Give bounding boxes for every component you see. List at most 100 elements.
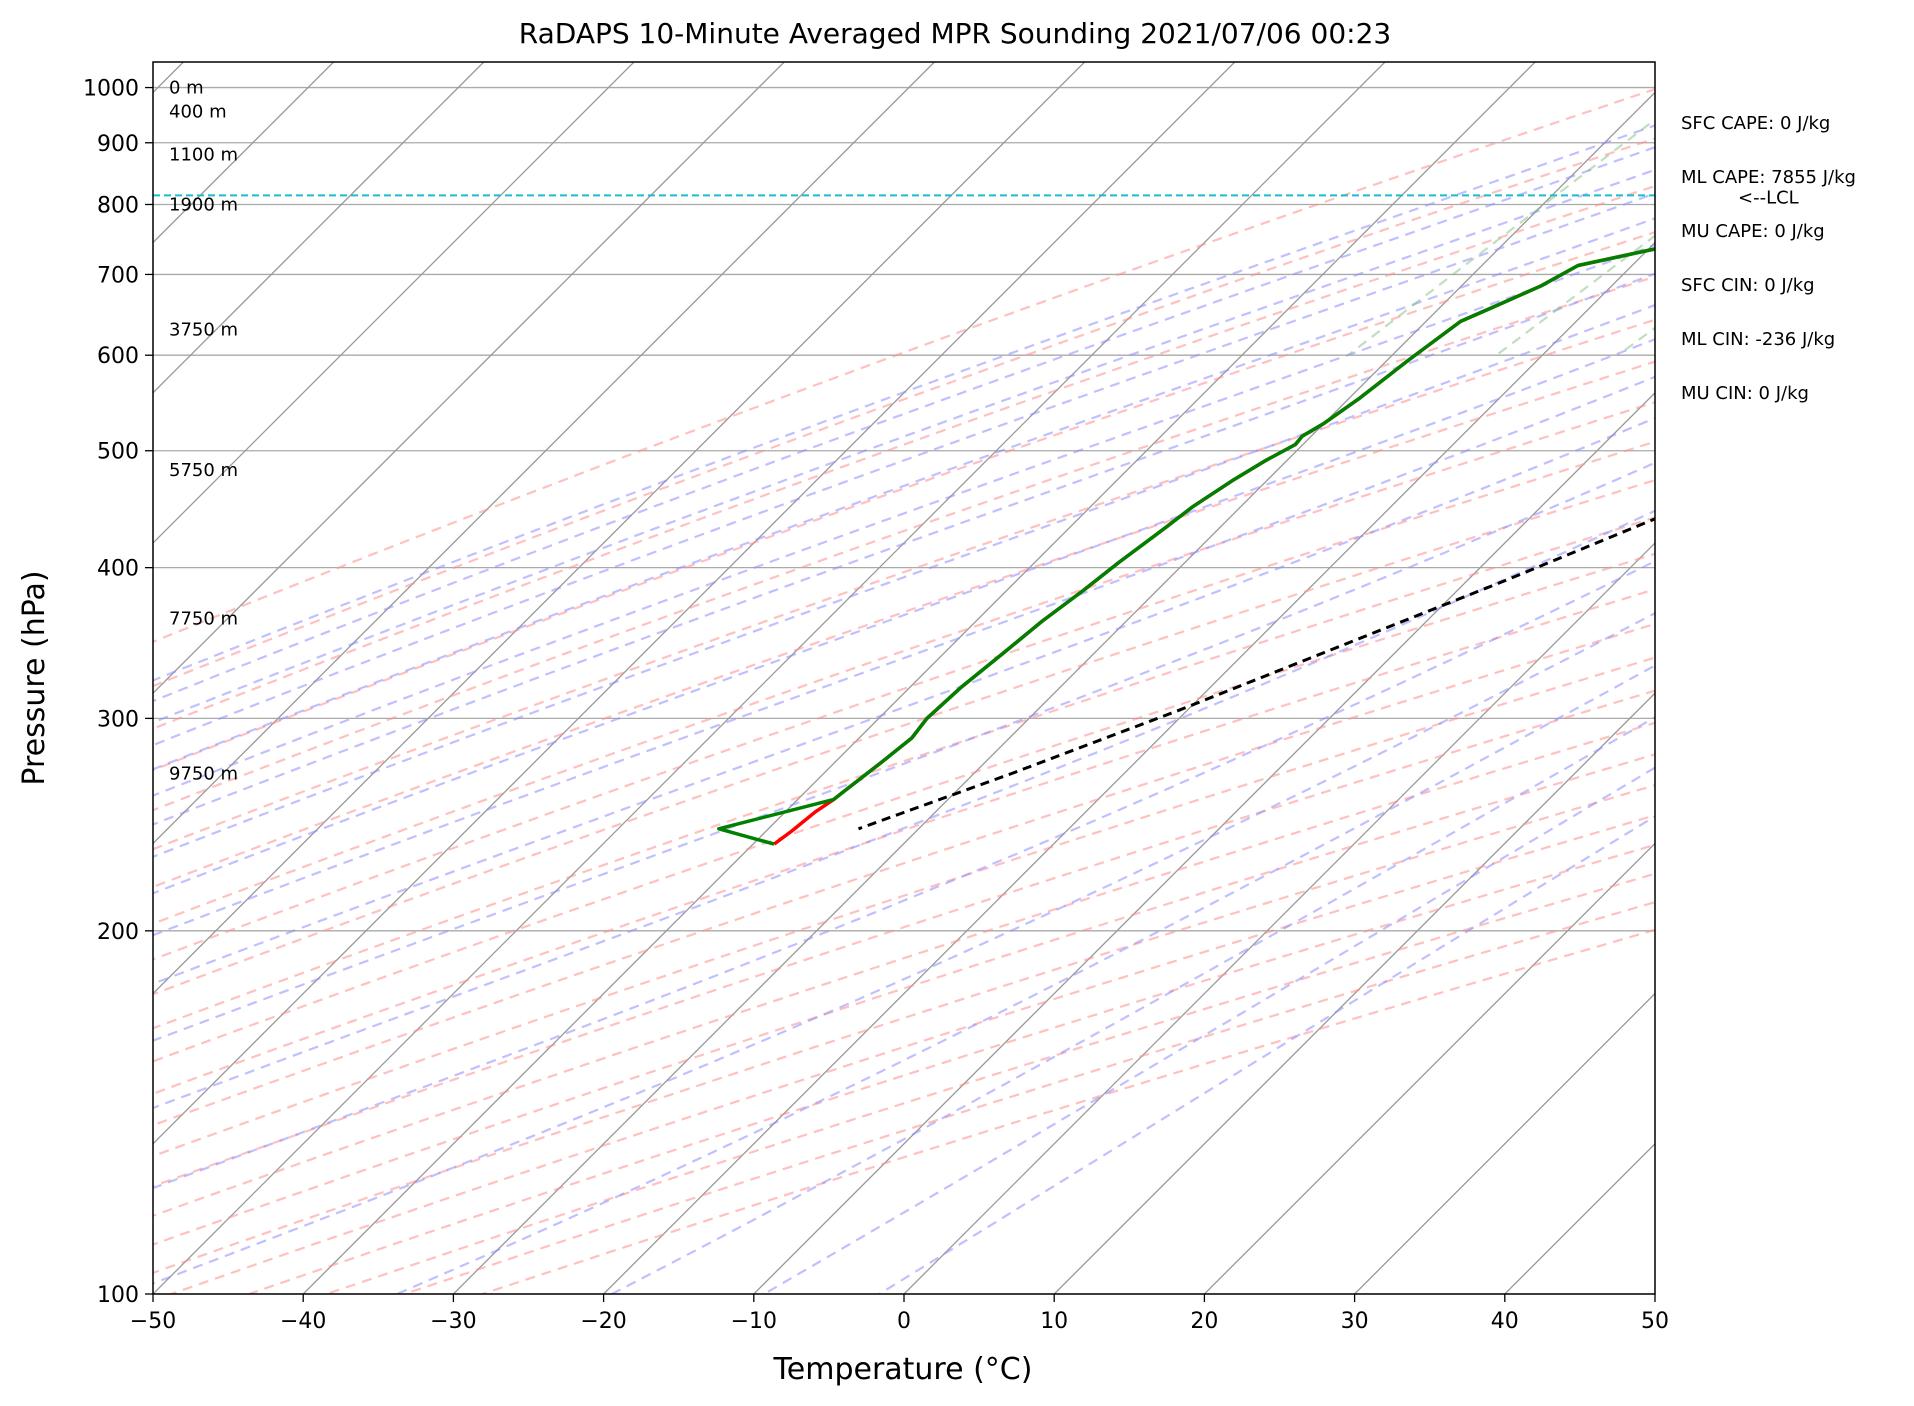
mixing-ratio-line <box>1889 62 1914 355</box>
height-label: 9750 m <box>169 764 238 785</box>
stat-annotation: ML CIN: -236 J/kg <box>1681 329 1835 350</box>
dry-adiabat-line <box>153 689 1655 1188</box>
moist-adiabat-line <box>153 338 1655 895</box>
dry-adiabat-line <box>153 360 1655 889</box>
x-tick-label: −30 <box>430 1309 476 1334</box>
y-tick-label: 600 <box>97 344 139 369</box>
isotherm-line <box>153 62 485 394</box>
moist-adiabat-line <box>153 146 1655 703</box>
y-tick-label: 900 <box>97 132 139 157</box>
series-layer <box>717 247 1655 846</box>
mixing-ratio-line <box>1617 326 1655 357</box>
moist-adiabat-line <box>878 814 1655 1294</box>
isotherm-line <box>153 62 1236 1145</box>
moist-adiabat-line <box>153 416 1655 985</box>
moist-adiabat-line <box>763 766 1655 1294</box>
y-tick-label: 200 <box>97 920 139 945</box>
isotherm-line <box>153 62 635 544</box>
x-tick-label: 10 <box>1040 1309 1068 1334</box>
height-label: 1100 m <box>169 145 238 166</box>
x-tick-label: 50 <box>1641 1309 1669 1334</box>
dry-adiabat-line <box>153 440 1655 961</box>
isotherm-line <box>153 62 935 845</box>
height-label: 1900 m <box>169 194 238 215</box>
isotherm-line <box>1354 992 1655 1294</box>
moist-adiabat-line <box>153 611 1655 1285</box>
dry-adiabat-line <box>153 478 1655 996</box>
dry-adiabat-line <box>153 88 1655 644</box>
parcel-line <box>857 517 1655 831</box>
x-tick-label: 30 <box>1341 1309 1369 1334</box>
moist-adiabat-line <box>153 217 1655 771</box>
dry-adiabat-line <box>326 872 1655 1294</box>
dry-adiabat-line <box>153 656 1655 1158</box>
moist-adiabat-line <box>153 272 1655 826</box>
dry-adiabat-line <box>153 753 1655 1246</box>
y-tick-label: 300 <box>97 707 139 732</box>
stat-annotation: SFC CAPE: 0 J/kg <box>1681 113 1830 134</box>
stat-annotation: ML CAPE: 7855 J/kg <box>1681 167 1856 188</box>
dry-adiabat-line <box>153 230 1655 772</box>
isotherm-line <box>1654 1293 1655 1294</box>
mixing-ratio-line <box>1347 118 1655 357</box>
x-tick-label: 40 <box>1491 1309 1519 1334</box>
dry-adiabat-line <box>153 401 1655 925</box>
isotherm-line <box>153 62 1086 995</box>
x-tick-label: 0 <box>897 1309 911 1334</box>
y-tick-label: 700 <box>97 263 139 288</box>
dry-adiabat-line <box>404 900 1655 1294</box>
moist-adiabat-line <box>153 375 1655 937</box>
height-label: 7750 m <box>169 609 238 630</box>
isotherm-line <box>1053 692 1655 1294</box>
height-labels: 0 m 400 m 1100 m 1900 m 3750 m 5750 m 7750 m 97… <box>169 78 238 785</box>
moist-adiabat-line <box>153 509 1655 1110</box>
plot-frame <box>152 61 1656 1295</box>
moist-adiabat-line <box>153 243 1655 797</box>
y-tick-label: 100 <box>97 1283 139 1308</box>
moist-adiabat-line <box>153 461 1655 1042</box>
moist-adiabat-line <box>153 124 1655 682</box>
moist-adiabat-line <box>153 168 1655 724</box>
height-label: 5750 m <box>169 460 238 481</box>
dry-adiabat-line <box>153 516 1655 1030</box>
stat-annotation: MU CIN: 0 J/kg <box>1681 383 1809 404</box>
isotherm-line <box>1504 1142 1655 1294</box>
chart-title: RaDAPS 10-Minute Averaged MPR Sounding 2… <box>519 17 1391 50</box>
height-label: 0 m <box>169 78 204 99</box>
moist-adiabat-line <box>153 192 1655 747</box>
isotherm-line <box>302 62 1536 1294</box>
moist-adiabat-line <box>153 559 1655 1190</box>
dewpoint-line <box>717 247 1655 846</box>
x-axis-label: Temperature (°C) <box>773 1352 1033 1387</box>
y-tick-label: 1000 <box>83 77 139 102</box>
x-tick-label: 20 <box>1190 1309 1218 1334</box>
annotations: SFC CAPE: 0 J/kg ML CAPE: 7855 J/kg MU CAP… <box>1681 113 1856 404</box>
isotherm-line <box>153 62 785 695</box>
x-tick-label: −50 <box>130 1309 176 1334</box>
x-tick-label: −10 <box>731 1309 777 1334</box>
isotherm-line <box>1203 842 1655 1294</box>
height-label: 400 m <box>169 102 227 123</box>
stat-annotation: SFC CIN: 0 J/kg <box>1681 275 1815 296</box>
mixing-ratio-line <box>1793 62 1914 355</box>
y-tick-label: 800 <box>97 193 139 218</box>
stat-annotation: MU CAPE: 0 J/kg <box>1681 221 1825 242</box>
moist-adiabat-line <box>153 303 1655 858</box>
x-tick-label: −20 <box>580 1309 626 1334</box>
lcl-label: <--LCL <box>1738 187 1799 208</box>
y-tick-label: 400 <box>97 557 139 582</box>
mixing-ratio-line <box>1693 62 1914 355</box>
dry-adiabat-line <box>153 137 1655 688</box>
isotherm-line <box>153 62 1386 1294</box>
mixing-ratio-line <box>1495 234 1655 357</box>
y-axis-label: Pressure (hPa) <box>17 570 52 785</box>
grid-layer <box>153 62 1914 1294</box>
dry-adiabat-line <box>153 275 1655 812</box>
height-label: 3750 m <box>169 320 238 341</box>
tick-layer: −50 −40 −30 −20 −10 0 10 20 30 40 50 100 200 300 400 50… <box>83 77 1669 1334</box>
isotherm-line <box>903 542 1655 1294</box>
isotherm-line <box>603 241 1655 1294</box>
moist-adiabat-line <box>396 664 1655 1294</box>
isotherm-line <box>452 91 1655 1294</box>
